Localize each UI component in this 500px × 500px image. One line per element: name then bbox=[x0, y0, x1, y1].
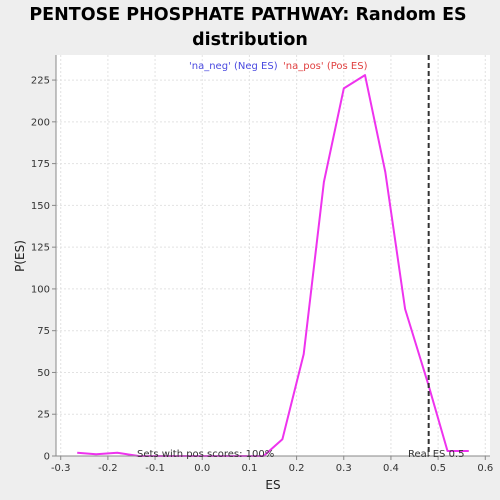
x-tick-label: 0.2 bbox=[289, 463, 305, 474]
y-tick-label: 0 bbox=[44, 452, 50, 463]
x-tick-label: 0.5 bbox=[430, 463, 446, 474]
x-axis-label: ES bbox=[265, 478, 280, 492]
x-tick-label: 0.3 bbox=[336, 463, 352, 474]
y-tick-label: 150 bbox=[31, 201, 50, 212]
legend-pos-es: 'na_pos' (Pos ES) bbox=[283, 61, 368, 72]
y-tick-label: 50 bbox=[37, 368, 50, 379]
y-tick-label: 200 bbox=[31, 117, 50, 128]
y-axis-label: P(ES) bbox=[13, 240, 27, 272]
y-tick-label: 175 bbox=[31, 159, 50, 170]
real-es-label: Real ES 0.5 bbox=[408, 449, 464, 460]
x-tick-label: 0.0 bbox=[194, 463, 210, 474]
plot-area bbox=[56, 55, 490, 456]
y-tick-label: 125 bbox=[31, 243, 50, 254]
y-tick-label: 100 bbox=[31, 284, 50, 295]
x-tick-label: -0.2 bbox=[98, 463, 118, 474]
x-tick-label: 0.1 bbox=[241, 463, 257, 474]
y-tick-label: 225 bbox=[31, 76, 50, 87]
sets-pos-scores-annotation: Sets with pos scores: 100% bbox=[137, 449, 274, 460]
x-tick-label: -0.1 bbox=[145, 463, 165, 474]
y-tick-label: 25 bbox=[37, 410, 50, 421]
x-tick-label: 0.6 bbox=[477, 463, 493, 474]
x-tick-label: -0.3 bbox=[51, 463, 71, 474]
chart-title-line-2: distribution bbox=[192, 30, 308, 50]
chart-title-line-1: PENTOSE PHOSPHATE PATHWAY: Random ES bbox=[29, 5, 466, 25]
y-tick-label: 75 bbox=[37, 326, 50, 337]
legend-neg-es: 'na_neg' (Neg ES) bbox=[189, 61, 278, 72]
x-tick-label: 0.4 bbox=[383, 463, 399, 474]
